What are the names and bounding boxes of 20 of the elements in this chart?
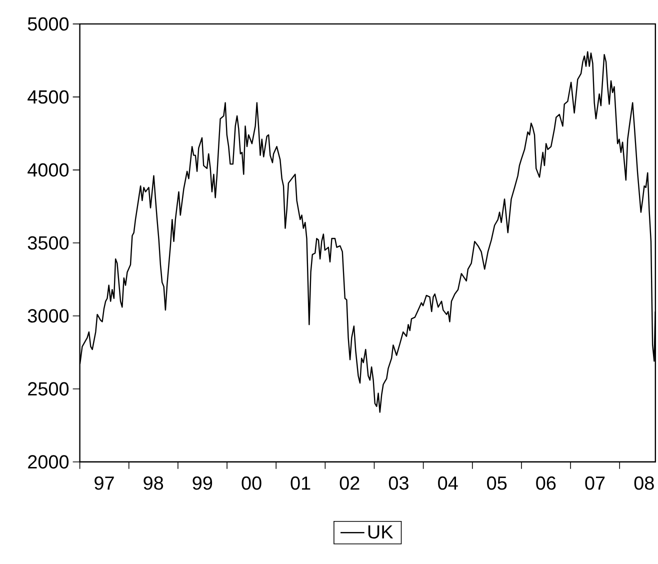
x-tick-label: 03 bbox=[388, 476, 408, 490]
legend-label: UK bbox=[368, 526, 394, 539]
y-tick-label: 5000 bbox=[28, 17, 69, 31]
x-tick-label: 04 bbox=[438, 476, 458, 490]
y-tick-label: 4500 bbox=[28, 90, 69, 104]
x-tick-label: 02 bbox=[340, 476, 360, 490]
x-tick-label: 06 bbox=[536, 476, 556, 490]
y-tick-label: 3000 bbox=[28, 309, 69, 323]
x-tick-label: 01 bbox=[290, 476, 310, 490]
y-tick-label: 3500 bbox=[28, 236, 69, 250]
x-tick-label: 99 bbox=[192, 476, 212, 490]
x-tick-label: 00 bbox=[242, 476, 262, 490]
y-tick-label: 2500 bbox=[28, 382, 69, 396]
x-tick-label: 08 bbox=[634, 476, 654, 490]
x-tick-label: 97 bbox=[94, 476, 114, 490]
x-tick-label: 05 bbox=[487, 476, 507, 490]
x-tick-label: 07 bbox=[585, 476, 605, 490]
y-tick-label: 2000 bbox=[28, 455, 69, 469]
y-tick-label: 4000 bbox=[28, 163, 69, 177]
x-tick-label: 98 bbox=[144, 476, 164, 490]
